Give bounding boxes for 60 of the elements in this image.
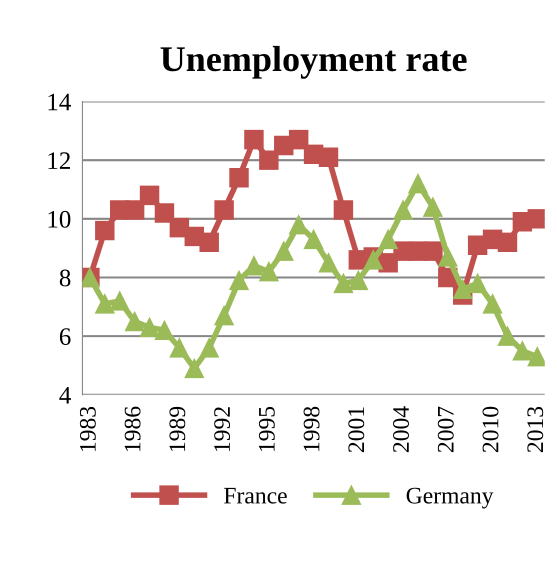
y-tick-label: 6: [60, 328, 71, 346]
point: [214, 200, 234, 220]
point: [184, 358, 204, 378]
legend-label: France: [224, 488, 287, 504]
point: [214, 306, 234, 326]
x-tick-label: 2001: [348, 407, 364, 452]
point: [95, 220, 115, 240]
point: [274, 241, 294, 261]
point: [304, 230, 324, 250]
point: [140, 318, 160, 338]
x-tick-label: 1992: [214, 407, 230, 452]
point: [154, 320, 174, 340]
point: [364, 250, 383, 270]
x-tick-label: 1986: [124, 406, 141, 452]
point: [244, 130, 264, 150]
y-tick-label: 12: [48, 152, 70, 169]
point: [95, 294, 115, 314]
point: [259, 150, 279, 170]
x-tick-label: 2004: [393, 406, 409, 452]
point: [438, 247, 458, 267]
point: [482, 294, 502, 314]
point: [199, 232, 219, 252]
point: [318, 148, 338, 167]
point: [423, 241, 443, 261]
legend-label: Germany: [406, 488, 494, 508]
point: [318, 253, 338, 273]
point: [453, 279, 472, 299]
chart-title: Unemployment rate: [160, 46, 467, 79]
point: [348, 270, 368, 290]
point: [229, 270, 249, 290]
y-tick-label: 14: [48, 94, 71, 110]
point: [498, 232, 518, 252]
point: [199, 338, 219, 358]
x-tick-label: 2007: [438, 406, 454, 452]
point: [124, 200, 144, 220]
y-tick-label: 10: [48, 210, 70, 228]
point: [334, 200, 354, 220]
point: [512, 341, 532, 361]
point: [124, 312, 144, 332]
x-tick-label: 2013: [527, 406, 544, 452]
point: [288, 130, 308, 150]
x-tick-label: 1983: [80, 406, 96, 452]
x-tick-label: 1998: [304, 406, 320, 452]
point: [408, 174, 428, 194]
y-tick-label: 4: [59, 387, 71, 404]
y-tick-label: 8: [60, 270, 70, 286]
point: [229, 168, 249, 188]
x-tick-label: 1989: [169, 406, 186, 452]
point: [393, 200, 413, 220]
x-tick-label: 1995: [258, 406, 275, 452]
point: [154, 203, 174, 223]
point: [378, 230, 398, 250]
point: [423, 197, 443, 217]
point: [468, 274, 488, 294]
point: [140, 186, 160, 206]
point: [259, 262, 279, 282]
x-tick-label: 2010: [482, 406, 498, 452]
point: [110, 291, 130, 311]
point: [334, 274, 354, 294]
point: [170, 338, 190, 358]
